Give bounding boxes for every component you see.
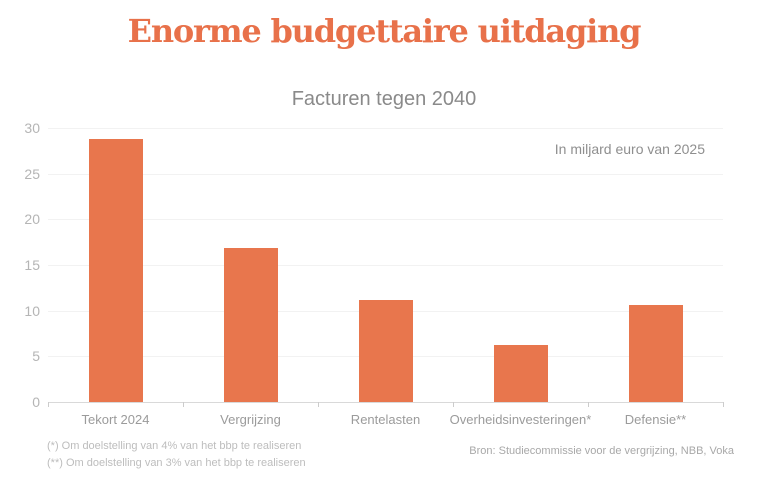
y-axis-label: 25	[24, 165, 40, 182]
gridline	[48, 128, 723, 129]
axis-tick	[318, 402, 319, 407]
bar-chart-plot-area: In miljard euro van 2025 0 5 10 15 20 25 30 Tek…	[24, 120, 724, 427]
bar	[493, 345, 548, 402]
category-label: Vergrijzing	[220, 412, 281, 427]
bar	[628, 305, 683, 402]
axis-tick	[48, 402, 49, 407]
source-credit: Bron: Studiecommissie voor de vergrijzin…	[469, 445, 734, 457]
axis-tick	[723, 402, 724, 407]
bar-column: Vergrijzing	[183, 128, 318, 427]
y-axis-label: 30	[24, 120, 40, 136]
bar-column: Overheidsinvesteringen*	[450, 128, 591, 427]
axis-tick	[453, 402, 454, 407]
bar	[88, 138, 143, 402]
axis-tick	[588, 402, 589, 407]
y-axis-label: 0	[32, 394, 40, 410]
y-axis-label: 20	[24, 211, 40, 228]
gridline	[48, 219, 723, 221]
bar-column: Rentelasten	[318, 128, 453, 427]
chart-title: Facturen tegen 2040	[291, 88, 477, 110]
axis-tick	[183, 402, 184, 407]
bar	[358, 299, 413, 402]
category-label: Tekort 2024	[81, 412, 150, 427]
bar	[223, 247, 278, 402]
category-label: Overheidsinvesteringen*	[449, 412, 592, 427]
gridline	[48, 173, 723, 175]
category-label: Rentelasten	[350, 412, 421, 427]
gridline	[48, 265, 723, 266]
page-title: Enorme budgettaire uitdaging	[127, 12, 642, 50]
footnote-double-asterisk: (**) Om doelstelling van 3% van het bbp …	[47, 457, 306, 469]
bar-column: Defensie**	[588, 128, 723, 427]
bar-column: Tekort 2024	[48, 128, 183, 427]
y-axis-label: 10	[24, 302, 40, 319]
y-axis-label: 5	[32, 348, 40, 365]
unit-annotation: In miljard euro van 2025	[554, 141, 705, 157]
y-axis-label: 15	[24, 257, 40, 273]
footnote-asterisk: (*) Om doelstelling van 4% van het bbp t…	[47, 440, 302, 452]
footnotes: (*) Om doelstelling van 4% van het bbp t…	[47, 438, 306, 472]
x-axis-line	[48, 402, 723, 403]
category-label: Defensie**	[624, 412, 687, 427]
bar-columns: Tekort 2024 Vergrijzing Rentelasten Overhei…	[48, 128, 723, 427]
